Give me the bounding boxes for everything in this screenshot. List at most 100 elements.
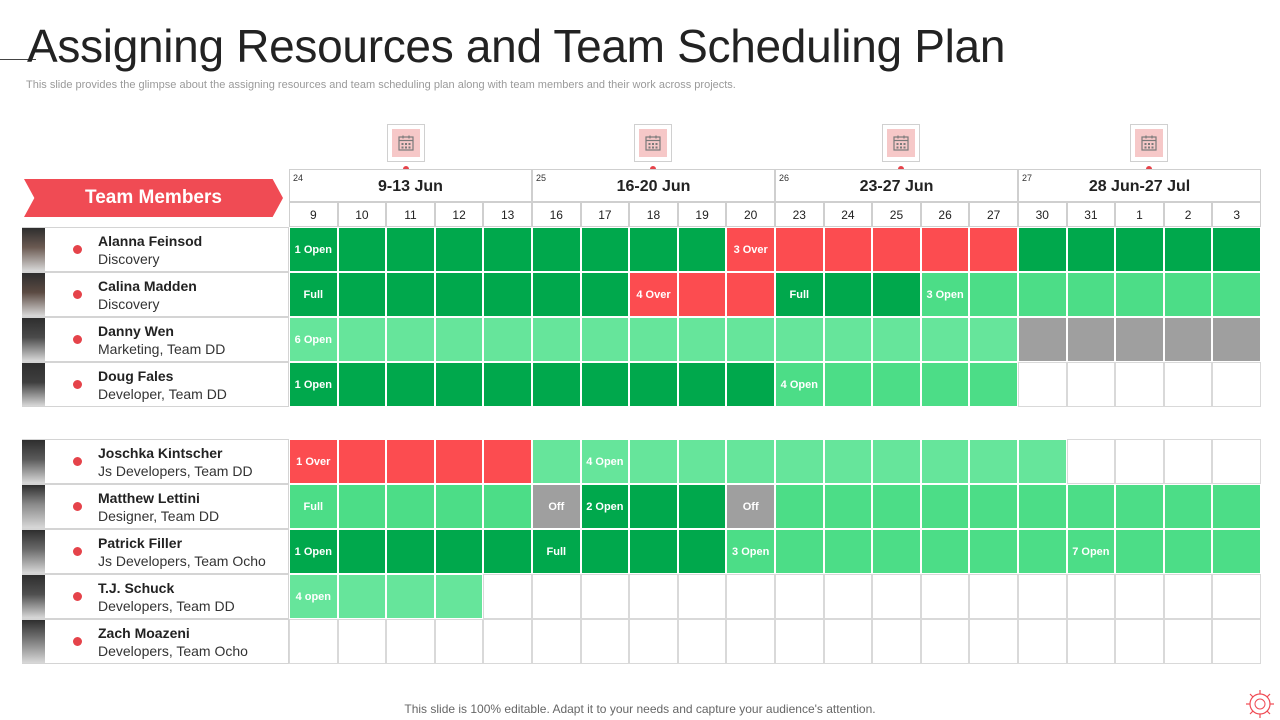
- schedule-cell: [1212, 484, 1261, 529]
- schedule-cell: [289, 574, 338, 619]
- week-header: 25 16-20 Jun: [532, 169, 775, 202]
- schedule-cell: [629, 227, 678, 272]
- member-row: [22, 317, 289, 362]
- schedule-cell: [1115, 529, 1164, 574]
- schedule-cell: [677, 362, 727, 407]
- week-number: 27: [1022, 173, 1033, 183]
- schedule-cell: [677, 317, 727, 362]
- schedule-cell: [483, 574, 532, 619]
- week-header: 27 28 Jun-27 Jul: [1018, 169, 1261, 202]
- avatar: [22, 273, 45, 316]
- schedule-cell: [872, 317, 921, 362]
- schedule-cell: [920, 529, 970, 574]
- day-header: 11: [386, 202, 435, 227]
- schedule-cell: [726, 484, 775, 529]
- member-name: Matthew Lettini: [98, 490, 200, 506]
- schedule-cell-label: 3 Open: [732, 545, 770, 558]
- member-role: Discovery: [98, 251, 160, 267]
- schedule-cell: [1115, 574, 1164, 619]
- day-header: 17: [580, 202, 630, 227]
- schedule-cell: [434, 272, 484, 317]
- schedule-cell: [1066, 619, 1116, 664]
- week-label: 28 Jun-27 Jul: [1088, 178, 1191, 195]
- schedule-cell: [629, 317, 678, 362]
- schedule-cell: [1066, 484, 1116, 529]
- schedule-cell: [289, 619, 338, 664]
- schedule-cell: [823, 272, 873, 317]
- schedule-cell: [434, 529, 484, 574]
- schedule-cell: [920, 362, 970, 407]
- status-dot: [73, 245, 82, 254]
- schedule-cell: [483, 227, 532, 272]
- schedule-cell: [289, 362, 338, 407]
- week-number: 25: [536, 173, 547, 183]
- day-header: 30: [1018, 202, 1067, 227]
- schedule-cell: [872, 362, 921, 407]
- schedule-cell: [677, 619, 727, 664]
- schedule-cell-label: 1 Open: [294, 545, 332, 558]
- schedule-cell: [1212, 439, 1261, 484]
- schedule-cell: [872, 529, 921, 574]
- schedule-cell: [726, 227, 775, 272]
- member-name: Calina Madden: [98, 278, 197, 294]
- schedule-cell: [289, 529, 338, 574]
- schedule-cell-label: Full: [303, 288, 324, 301]
- status-dot: [73, 290, 82, 299]
- member-role: Marketing, Team DD: [98, 341, 226, 357]
- page-title: Assigning Resources and Team Scheduling …: [27, 20, 1006, 72]
- schedule-cell: [823, 574, 873, 619]
- schedule-cell-label: 4 Over: [636, 288, 671, 301]
- schedule-cell: [580, 484, 630, 529]
- schedule-cell: [726, 529, 775, 574]
- week-number: 26: [779, 173, 790, 183]
- schedule-cell: [483, 272, 532, 317]
- schedule-cell: [726, 574, 775, 619]
- schedule-cell-label: 4 Open: [586, 455, 624, 468]
- schedule-cell: [337, 317, 387, 362]
- schedule-cell-label: 2 Open: [586, 500, 624, 513]
- schedule-cell: [289, 272, 338, 317]
- schedule-cell-label: 1 Over: [296, 455, 331, 468]
- schedule-cell-label: 4 Open: [780, 378, 818, 391]
- schedule-cell: [969, 574, 1018, 619]
- schedule-cell: [1066, 574, 1116, 619]
- schedule-cell: [677, 574, 727, 619]
- schedule-cell: [969, 272, 1018, 317]
- schedule-cell: [1212, 574, 1261, 619]
- member-name: T.J. Schuck: [98, 580, 175, 596]
- day-header: 23: [775, 202, 824, 227]
- schedule-cell: [726, 439, 775, 484]
- schedule-cell: [920, 227, 970, 272]
- schedule-cell: [386, 439, 435, 484]
- calendar-icon: [882, 124, 920, 162]
- member-name: Zach Moazeni: [98, 625, 190, 641]
- member-role: Discovery: [98, 296, 160, 312]
- schedule-cell: [629, 574, 678, 619]
- status-dot: [73, 335, 82, 344]
- day-header: 26: [920, 202, 970, 227]
- schedule-cell: [1163, 227, 1213, 272]
- schedule-cell: [289, 439, 338, 484]
- schedule-cell: [775, 317, 824, 362]
- schedule-cell-label: Off: [742, 500, 759, 513]
- avatar: [22, 485, 45, 528]
- schedule-cell: [775, 619, 824, 664]
- schedule-cell: [434, 317, 484, 362]
- schedule-cell: [775, 484, 824, 529]
- schedule-cell: [969, 619, 1018, 664]
- schedule-cell: [483, 484, 532, 529]
- status-dot: [73, 457, 82, 466]
- day-header: 2: [1163, 202, 1213, 227]
- schedule-cell: [1066, 439, 1116, 484]
- schedule-cell: [1018, 484, 1067, 529]
- schedule-cell: [823, 529, 873, 574]
- member-name: Joschka Kintscher: [98, 445, 223, 461]
- schedule-cell: [337, 529, 387, 574]
- schedule-cell: [775, 529, 824, 574]
- member-role: Developers, Team Ocho: [98, 643, 248, 659]
- day-header: 25: [872, 202, 921, 227]
- schedule-cell: [677, 529, 727, 574]
- schedule-cell: [386, 484, 435, 529]
- schedule-cell: [969, 227, 1018, 272]
- schedule-cell: [532, 529, 581, 574]
